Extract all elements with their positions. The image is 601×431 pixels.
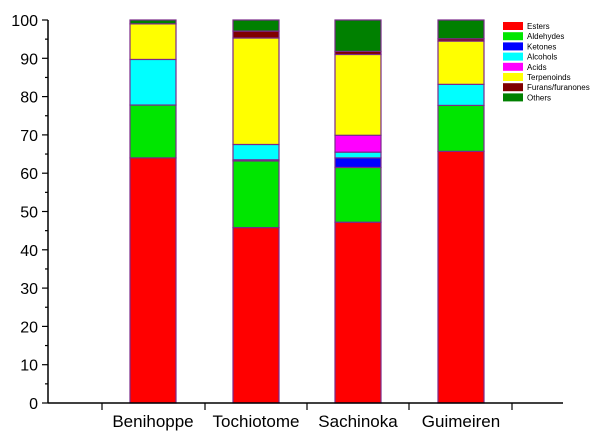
bar-segment-sachinoka-esters [334, 221, 382, 404]
bar-segment-tochiotome-aldehydes [232, 160, 280, 229]
y-tick-label: 20 [20, 319, 38, 336]
bar-segment-benihoppe-esters [129, 157, 177, 404]
legend-swatch [503, 83, 523, 92]
legend-swatch [503, 62, 523, 71]
legend-label: Furans/furanones [527, 83, 590, 92]
legend-swatch [503, 52, 523, 61]
y-tick-label: 90 [20, 51, 38, 68]
bar-segment-guimeiren-others [437, 19, 485, 40]
legend-label: Acids [527, 63, 547, 72]
bar-segment-tochiotome-others [232, 19, 280, 32]
legend-swatch [503, 42, 523, 51]
bar-segment-benihoppe-aldehydes [129, 104, 177, 159]
legend-label: Ketones [527, 42, 556, 51]
bar-segment-benihoppe-alcohols [129, 58, 177, 106]
bar-segment-sachinoka-terpenoinds [334, 53, 382, 136]
x-tick-label: Sachinoka [318, 412, 398, 431]
bars-group [129, 19, 485, 404]
bar-segment-benihoppe-terpenoinds [129, 23, 177, 61]
y-tick-label: 50 [20, 205, 38, 222]
bar-segment-tochiotome-alcohols [232, 143, 280, 161]
bar-segment-guimeiren-aldehydes [437, 104, 485, 152]
legend-label: Terpenoinds [527, 73, 571, 82]
bar-segment-sachinoka-others [334, 19, 382, 53]
bar-segment-guimeiren-alcohols [437, 83, 485, 107]
legend-label: Others [527, 93, 551, 102]
x-tick-label: Tochiotome [213, 412, 300, 431]
bar-segment-benihoppe-others [129, 19, 177, 25]
legend-swatch [503, 93, 523, 102]
legend-label: Esters [527, 22, 550, 31]
x-tick-label: Guimeiren [422, 412, 500, 431]
bar-segment-tochiotome-furans-furanones [232, 30, 280, 39]
axes-group: Benihoppe Tochiotome Sachinoka Guimeiren 0 10… [11, 13, 563, 431]
y-tick-label: 10 [20, 358, 38, 375]
y-tick-label: 80 [20, 90, 38, 107]
y-tick-label: 40 [20, 243, 38, 260]
bar-segment-guimeiren-terpenoinds [437, 40, 485, 85]
bar-segment-tochiotome-terpenoinds [232, 37, 280, 146]
y-tick-label: 60 [20, 166, 38, 183]
bar-segment-sachinoka-acids [334, 134, 382, 153]
bar-segment-tochiotome-esters [232, 226, 280, 404]
y-tick-label: 30 [20, 281, 38, 298]
bar-segment-sachinoka-alcohols [334, 151, 382, 159]
y-tick-label: 100 [11, 13, 38, 30]
y-tick-label: 70 [20, 128, 38, 145]
legend-label: Alcohols [527, 53, 557, 62]
legend-swatch [503, 32, 523, 41]
legend-swatch [503, 22, 523, 30]
legend-swatch [503, 73, 523, 81]
x-tick-label: Benihoppe [112, 412, 193, 431]
bar-segment-sachinoka-ketones [334, 157, 382, 169]
bar-segment-guimeiren-esters [437, 150, 485, 404]
y-tick-label: 0 [29, 396, 38, 413]
bar-segment-sachinoka-aldehydes [334, 166, 382, 223]
legend-label: Aldehydes [527, 32, 564, 41]
